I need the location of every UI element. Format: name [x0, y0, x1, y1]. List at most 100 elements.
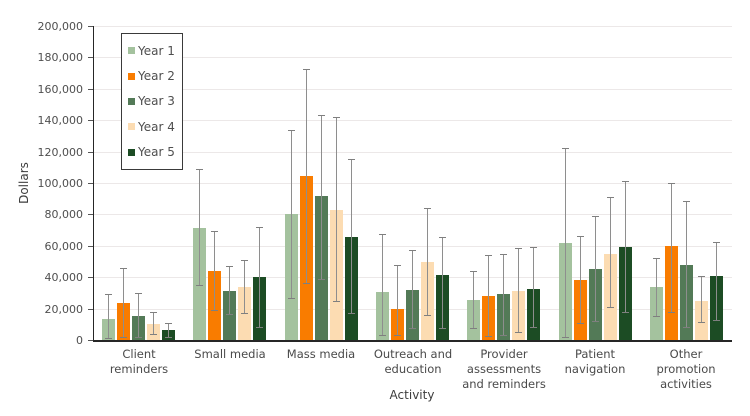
error-bar-cap-bottom	[303, 283, 310, 284]
error-bar-cap-top	[592, 216, 599, 217]
error-bar-line	[291, 130, 292, 298]
gridline	[93, 152, 732, 153]
error-bar-line	[625, 181, 626, 312]
x-category-label: Outreach and education	[373, 347, 453, 376]
error-bar-cap-bottom	[256, 327, 263, 328]
x-category-label: Client reminders	[109, 347, 169, 376]
error-bar-line	[123, 268, 124, 337]
error-bar-line	[518, 248, 519, 332]
error-bar-cap-bottom	[105, 338, 112, 339]
error-bar-line	[595, 216, 596, 321]
error-bar-cap-bottom	[653, 316, 660, 317]
legend-item: Year 3	[128, 94, 182, 108]
legend: Year 1 Year 2 Year 3 Year 4 Year 5	[121, 33, 183, 170]
y-tick	[88, 89, 93, 90]
error-bar-cap-top	[485, 255, 492, 256]
error-bar-cap-bottom	[333, 301, 340, 302]
error-bar-cap-top	[562, 148, 569, 149]
error-bar-cap-top	[530, 247, 537, 248]
error-bar-cap-top	[241, 260, 248, 261]
error-bar-cap-top	[165, 323, 172, 324]
bar-year3-cat2	[223, 291, 236, 340]
y-tick-label: 0	[76, 334, 83, 347]
y-tick-label: 180,000	[37, 51, 84, 64]
y-tick-label: 20,000	[44, 303, 84, 316]
gridline	[93, 214, 732, 215]
y-tick	[88, 57, 93, 58]
error-bar-cap-top	[622, 181, 629, 182]
error-bar-cap-bottom	[288, 298, 295, 299]
error-bar-cap-bottom	[515, 332, 522, 333]
error-bar-cap-bottom	[485, 336, 492, 337]
error-bar-line	[686, 201, 687, 327]
error-bar-cap-top	[500, 254, 507, 255]
error-bar-line	[153, 312, 154, 334]
legend-swatch-icon	[128, 148, 135, 156]
error-bar-line	[306, 69, 307, 283]
y-tick-label: 140,000	[37, 114, 84, 127]
gridline	[93, 246, 732, 247]
error-bar-line	[533, 247, 534, 327]
error-bar-cap-bottom	[470, 328, 477, 329]
error-bar-line	[473, 271, 474, 328]
error-bar-cap-top	[105, 294, 112, 295]
error-bar-cap-top	[409, 250, 416, 251]
error-bar-cap-bottom	[500, 335, 507, 336]
x-category-label: Other promotion activities	[656, 347, 716, 391]
error-bar-cap-bottom	[150, 334, 157, 335]
error-bar-line	[244, 260, 245, 313]
legend-swatch-icon	[128, 123, 135, 131]
legend-label: Year 2	[138, 69, 175, 84]
error-bar-cap-bottom	[211, 310, 218, 311]
legend-item: Year 4	[128, 120, 182, 134]
y-tick-label: 60,000	[44, 240, 84, 253]
error-bar-line	[168, 323, 169, 337]
error-bar-line	[199, 169, 200, 285]
y-tick	[88, 309, 93, 310]
error-bar-cap-top	[333, 117, 340, 118]
error-bar-cap-top	[470, 271, 477, 272]
error-bar-cap-top	[424, 208, 431, 209]
error-bar-line	[503, 254, 504, 335]
gridline	[93, 89, 732, 90]
error-bar-line	[716, 242, 717, 320]
legend-swatch-icon	[128, 72, 135, 80]
y-tick	[88, 183, 93, 184]
error-bar-cap-top	[348, 159, 355, 160]
error-bar-cap-top	[515, 248, 522, 249]
error-bar-cap-top	[713, 242, 720, 243]
legend-item: Year 1	[128, 44, 182, 58]
error-bar-line	[442, 237, 443, 328]
error-bar-cap-top	[303, 69, 310, 70]
error-bar-cap-bottom	[592, 321, 599, 322]
error-bar-cap-top	[120, 268, 127, 269]
y-tick-label: 200,000	[37, 20, 84, 33]
error-bar-cap-top	[668, 183, 675, 184]
y-tick	[88, 246, 93, 247]
y-tick-label: 160,000	[37, 83, 84, 96]
error-bar-cap-top	[211, 231, 218, 232]
error-bar-cap-bottom	[394, 335, 401, 336]
error-bar-cap-bottom	[683, 327, 690, 328]
gridline	[93, 57, 732, 58]
legend-label: Year 4	[138, 119, 175, 134]
gridline	[93, 183, 732, 184]
legend-label: Year 3	[138, 94, 175, 109]
error-bar-line	[138, 293, 139, 337]
error-bar-cap-bottom	[165, 337, 172, 338]
error-bar-line	[580, 236, 581, 323]
error-bar-cap-top	[394, 265, 401, 266]
x-category-label: Provider assessments and reminders	[462, 347, 546, 391]
error-bar-cap-bottom	[196, 285, 203, 286]
error-bar-line	[321, 115, 322, 279]
error-bar-cap-top	[439, 237, 446, 238]
gridline	[93, 120, 732, 121]
error-bar-line	[214, 231, 215, 310]
error-bar-line	[610, 197, 611, 307]
x-category-label: Patient navigation	[564, 347, 626, 376]
error-bar-cap-bottom	[424, 315, 431, 316]
error-bar-cap-top	[196, 169, 203, 170]
error-bar-cap-bottom	[135, 337, 142, 338]
error-bar-line	[229, 266, 230, 314]
